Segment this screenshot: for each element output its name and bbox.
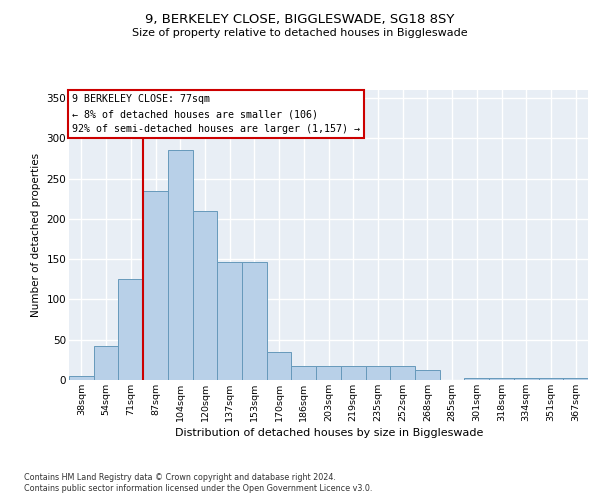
Bar: [217, 262, 242, 380]
Bar: [539, 378, 563, 380]
Bar: [143, 190, 168, 380]
Y-axis label: Number of detached properties: Number of detached properties: [31, 153, 41, 317]
Bar: [118, 280, 143, 380]
Bar: [242, 262, 267, 380]
Text: Contains HM Land Registry data © Crown copyright and database right 2024.: Contains HM Land Registry data © Crown c…: [24, 472, 336, 482]
Bar: [390, 366, 415, 380]
Text: 9 BERKELEY CLOSE: 77sqm
← 8% of detached houses are smaller (106)
92% of semi-de: 9 BERKELEY CLOSE: 77sqm ← 8% of detached…: [71, 94, 359, 134]
Bar: [489, 378, 514, 380]
Text: Contains public sector information licensed under the Open Government Licence v3: Contains public sector information licen…: [24, 484, 373, 493]
Bar: [415, 370, 440, 380]
Bar: [94, 346, 118, 380]
Bar: [69, 376, 94, 380]
Bar: [316, 366, 341, 380]
Bar: [267, 352, 292, 380]
Bar: [514, 378, 539, 380]
Bar: [563, 378, 588, 380]
Text: Size of property relative to detached houses in Biggleswade: Size of property relative to detached ho…: [132, 28, 468, 38]
Bar: [365, 366, 390, 380]
Bar: [193, 211, 217, 380]
Text: 9, BERKELEY CLOSE, BIGGLESWADE, SG18 8SY: 9, BERKELEY CLOSE, BIGGLESWADE, SG18 8SY: [145, 12, 455, 26]
Bar: [292, 366, 316, 380]
Bar: [341, 366, 365, 380]
Bar: [464, 378, 489, 380]
Text: Distribution of detached houses by size in Biggleswade: Distribution of detached houses by size …: [175, 428, 483, 438]
Bar: [168, 150, 193, 380]
